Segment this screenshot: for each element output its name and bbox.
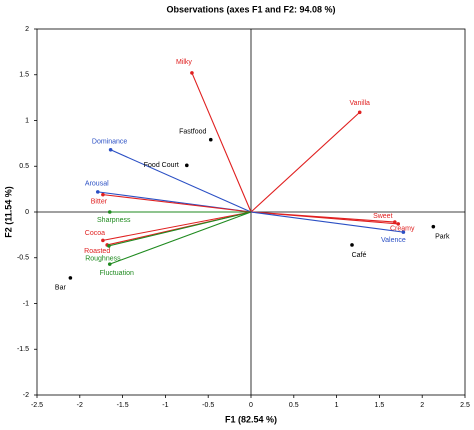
y-tick-label: -1.5 (17, 346, 29, 353)
variable-label: Creamy (390, 226, 415, 233)
loading-point (190, 71, 194, 75)
chart-title: Observations (axes F1 and F2: 94.08 %) (166, 4, 335, 14)
observation-point (350, 243, 354, 247)
loading-point (393, 220, 397, 224)
x-axis-label: F1 (82.54 %) (225, 414, 277, 424)
variable-label: Dominance (92, 139, 128, 146)
loading-vector (191, 72, 252, 213)
variable-label: Bitter (91, 198, 108, 205)
y-tick-label: 1 (25, 117, 29, 124)
loading-point (108, 147, 113, 152)
x-tick-label: 1 (335, 402, 339, 409)
variable-label: Cocoa (85, 230, 105, 237)
loading-vector (102, 211, 252, 241)
x-tick-label: -1 (162, 402, 168, 409)
loading-point (396, 222, 401, 226)
x-tick-label: 2.5 (460, 402, 470, 409)
x-tick-label: 0.5 (289, 402, 299, 409)
variable-label: Fluctuation (100, 270, 134, 277)
variable-label: Roughness (85, 256, 121, 263)
observation-label: Food Court (144, 162, 179, 169)
variable-label: Valence (381, 237, 406, 244)
observation-point (68, 276, 73, 280)
x-tick-label: 1.5 (375, 402, 385, 409)
y-tick-label: 0.5 (19, 163, 29, 170)
loading-point (101, 238, 105, 243)
observation-point (431, 224, 436, 229)
loading-vector (108, 211, 252, 247)
loading-vector (250, 211, 399, 225)
x-tick-label: -2 (77, 402, 83, 409)
y-tick-label: 0 (25, 209, 29, 216)
observation-point (208, 137, 213, 142)
variable-label: Arousal (85, 181, 109, 188)
x-tick-label: 2 (420, 402, 424, 409)
variable-label: Sweet (373, 213, 393, 220)
x-tick-label: -1.5 (117, 402, 129, 409)
loading-point (401, 230, 406, 234)
observation-label: Fastfood (179, 129, 206, 136)
observation-label: Park (435, 233, 450, 240)
y-tick-label: -1 (23, 300, 29, 307)
loading-point (107, 262, 112, 266)
x-tick-label: 0 (249, 402, 253, 409)
loading-point (357, 110, 362, 115)
observation-label: Café (352, 252, 367, 259)
loading-point (107, 244, 111, 248)
loading-vector (109, 211, 252, 265)
x-tick-label: -0.5 (202, 402, 214, 409)
y-tick-label: 1.5 (19, 72, 29, 79)
loading-point (107, 210, 112, 214)
loading-point (95, 190, 100, 194)
loading-vector (102, 194, 252, 213)
loading-point (101, 192, 105, 197)
y-axis-label: F2 (11.54 %) (3, 186, 13, 238)
variable-label: Milky (176, 59, 192, 66)
y-tick-label: -2 (23, 392, 29, 399)
variable-label: Vanilla (349, 100, 370, 107)
y-tick-label: -0.5 (17, 255, 29, 262)
observation-label: Bar (55, 285, 67, 292)
variable-label: Roasted (84, 248, 110, 255)
loading-vector (250, 111, 361, 213)
y-tick-label: 2 (25, 26, 29, 33)
loading-vector (250, 211, 404, 233)
x-tick-label: -2.5 (31, 402, 43, 409)
variable-label: Sharpness (97, 217, 131, 224)
loading-vector (110, 149, 252, 213)
observation-point (185, 163, 189, 168)
